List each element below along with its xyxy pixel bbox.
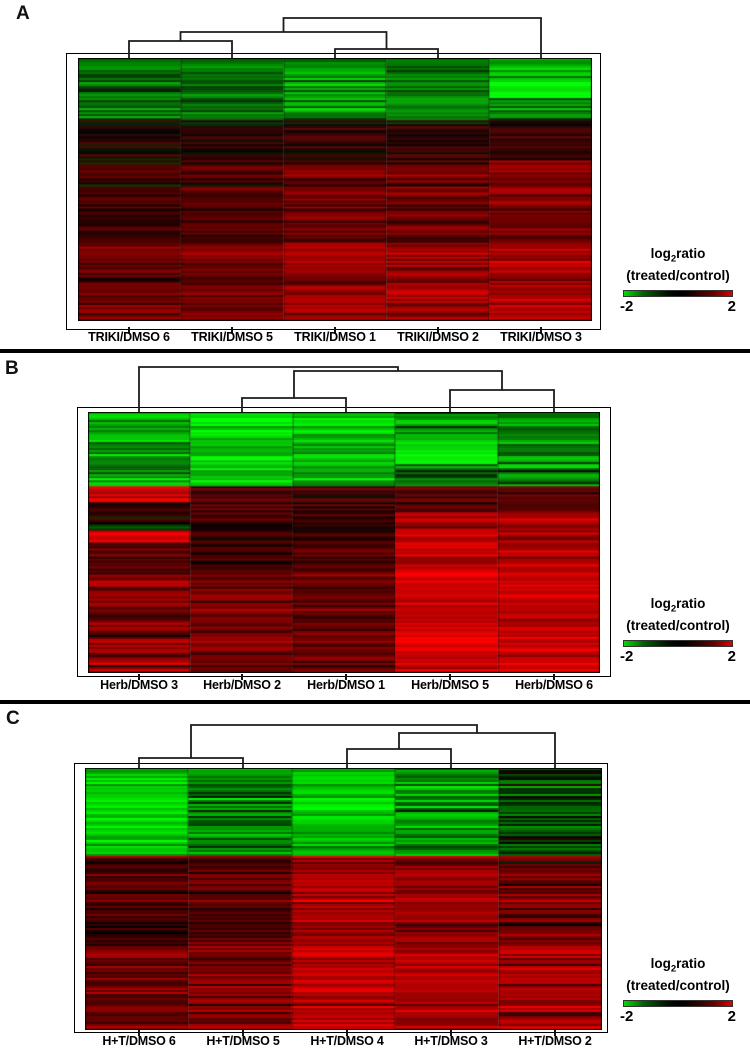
column-label: Herb/DMSO 5 (411, 678, 489, 692)
column-label: Herb/DMSO 6 (515, 678, 593, 692)
column-label: H+T/DMSO 5 (206, 1034, 280, 1048)
column-tick (334, 327, 336, 333)
column-tick (242, 1030, 244, 1036)
heatmap-c (85, 768, 602, 1030)
column-tick (345, 674, 347, 680)
column-label: TRIKI/DMSO 3 (500, 330, 582, 344)
column-label: H+T/DMSO 6 (102, 1034, 176, 1048)
colorbar-legend-c: log2ratio (treated/control) -2 2 (620, 956, 736, 1025)
column-label: TRIKI/DMSO 5 (191, 330, 273, 344)
colorbar-max: 2 (727, 647, 736, 665)
legend-subtitle: (treated/control) (626, 267, 730, 283)
colorbar-scale: -2 2 (620, 1008, 736, 1025)
column-label: Herb/DMSO 2 (203, 678, 281, 692)
panel-divider-bc (0, 700, 750, 704)
column-label: Herb/DMSO 3 (100, 678, 178, 692)
column-label: TRIKI/DMSO 2 (397, 330, 479, 344)
dendrogram-link (190, 724, 478, 758)
colorbar-max: 2 (727, 1007, 736, 1025)
column-tick (346, 1030, 348, 1036)
column-tick (241, 674, 243, 680)
colorbar-gradient (623, 999, 733, 1007)
column-label: TRIKI/DMSO 1 (294, 330, 376, 344)
legend-subtitle: (treated/control) (626, 977, 730, 993)
column-tick (231, 327, 233, 333)
dendrogram-link (293, 370, 503, 398)
colorbar-legend-b: log2ratio (treated/control) -2 2 (620, 596, 736, 665)
panel-divider-ab (0, 349, 750, 353)
column-tick (450, 1030, 452, 1036)
column-tick (540, 327, 542, 333)
panel-a-letter: A (16, 3, 30, 24)
column-label: H+T/DMSO 4 (310, 1034, 384, 1048)
dendrogram-link (282, 17, 542, 58)
column-label: TRIKI/DMSO 6 (88, 330, 170, 344)
column-tick (553, 674, 555, 680)
column-label: H+T/DMSO 3 (414, 1034, 488, 1048)
column-label: H+T/DMSO 2 (518, 1034, 592, 1048)
legend-title: log2ratio (650, 596, 706, 615)
panel-c-letter: C (6, 708, 20, 729)
column-tick (128, 327, 130, 333)
colorbar-max: 2 (727, 297, 736, 315)
colorbar-scale: -2 2 (620, 298, 736, 315)
column-tick (554, 1030, 556, 1036)
heatmap-b (88, 412, 600, 673)
column-tick (138, 1030, 140, 1036)
heatmap-a (78, 58, 592, 321)
column-tick (138, 674, 140, 680)
dendrogram-link (138, 366, 399, 412)
legend-title: log2ratio (650, 246, 706, 265)
panel-b-letter: B (5, 358, 19, 379)
colorbar-min: -2 (620, 1007, 634, 1025)
column-label: Herb/DMSO 1 (307, 678, 385, 692)
dendrogram-link (179, 31, 388, 49)
legend-title: log2ratio (650, 956, 706, 975)
colorbar-min: -2 (620, 297, 634, 315)
column-tick (449, 674, 451, 680)
colorbar-min: -2 (620, 647, 634, 665)
colorbar-gradient (623, 289, 733, 297)
colorbar-legend-a: log2ratio (treated/control) -2 2 (620, 246, 736, 315)
legend-subtitle: (treated/control) (626, 617, 730, 633)
column-tick (437, 327, 439, 333)
colorbar-gradient (623, 639, 733, 647)
colorbar-scale: -2 2 (620, 648, 736, 665)
